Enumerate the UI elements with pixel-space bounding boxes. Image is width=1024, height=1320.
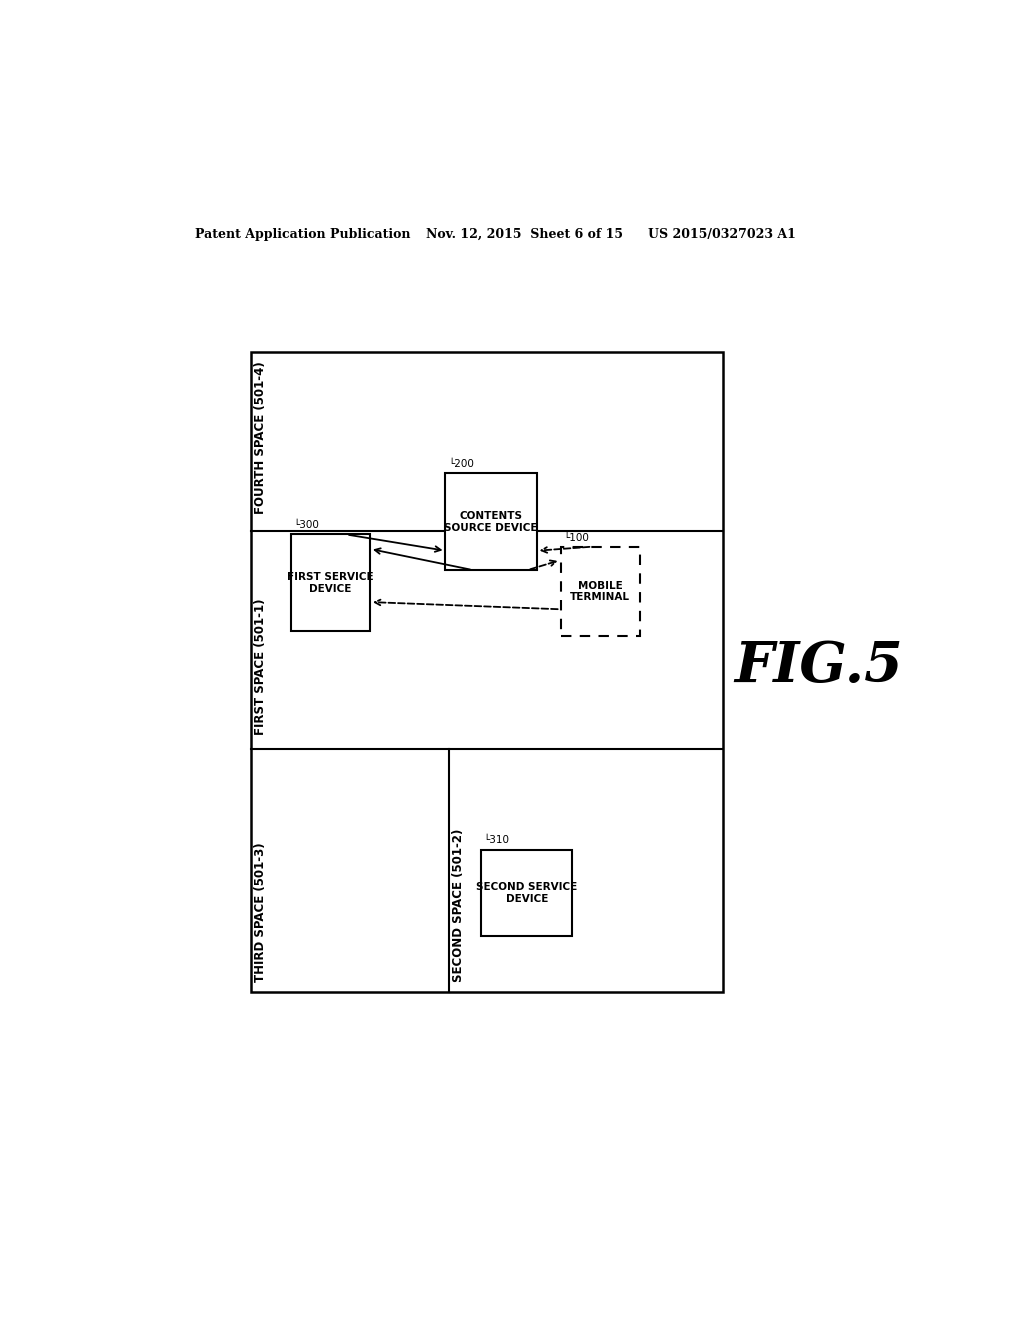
Text: FOURTH SPACE (501-4): FOURTH SPACE (501-4) xyxy=(254,362,267,515)
Bar xyxy=(481,850,572,936)
Text: US 2015/0327023 A1: US 2015/0327023 A1 xyxy=(648,228,796,242)
Text: └300: └300 xyxy=(293,520,318,531)
Text: └310: └310 xyxy=(483,836,510,846)
Text: SECOND SERVICE
DEVICE: SECOND SERVICE DEVICE xyxy=(476,882,578,904)
Text: └200: └200 xyxy=(447,459,474,470)
Text: FIRST SPACE (501-1): FIRST SPACE (501-1) xyxy=(254,599,267,735)
Text: CONTENTS
SOURCE DEVICE: CONTENTS SOURCE DEVICE xyxy=(444,511,538,532)
Text: SECOND SPACE (501-2): SECOND SPACE (501-2) xyxy=(453,829,465,982)
Bar xyxy=(291,535,370,631)
Text: └100: └100 xyxy=(563,532,589,543)
Bar xyxy=(560,546,640,636)
Text: FIRST SERVICE
DEVICE: FIRST SERVICE DEVICE xyxy=(287,572,374,594)
Bar xyxy=(251,351,723,991)
Text: Nov. 12, 2015  Sheet 6 of 15: Nov. 12, 2015 Sheet 6 of 15 xyxy=(426,228,623,242)
Text: FIG.5: FIG.5 xyxy=(734,639,903,694)
Text: THIRD SPACE (501-3): THIRD SPACE (501-3) xyxy=(254,842,267,982)
Text: Patent Application Publication: Patent Application Publication xyxy=(196,228,411,242)
Bar xyxy=(445,474,537,570)
Text: MOBILE
TERMINAL: MOBILE TERMINAL xyxy=(570,581,630,602)
